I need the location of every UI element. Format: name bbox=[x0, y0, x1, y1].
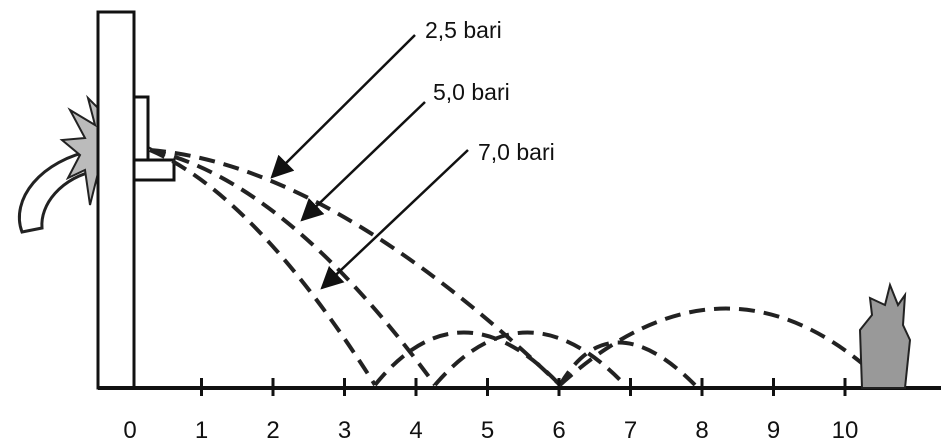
tick-label: 1 bbox=[195, 417, 208, 444]
bounce bbox=[558, 306, 872, 387]
fire bbox=[858, 281, 912, 389]
jet-5-0 bbox=[149, 148, 437, 387]
tick-label: 0 bbox=[123, 417, 136, 444]
tick-label: 10 bbox=[832, 417, 859, 444]
bounce bbox=[558, 340, 697, 387]
bounce bbox=[433, 330, 627, 387]
plate bbox=[132, 158, 176, 182]
bounce bbox=[373, 330, 562, 387]
jet-7-0 bbox=[149, 148, 377, 387]
tick-label: 9 bbox=[767, 417, 780, 444]
tick-label: 2 bbox=[266, 417, 279, 444]
axis: 0 1 2 3 4 5 6 7 8 9 10 bbox=[123, 378, 858, 444]
tick-label: 7 bbox=[624, 417, 637, 444]
tick-label: 8 bbox=[695, 417, 708, 444]
tick-label: 5 bbox=[481, 417, 494, 444]
arrow bbox=[270, 34, 416, 179]
wall bbox=[96, 10, 136, 390]
bracket bbox=[132, 95, 150, 162]
arrow bbox=[300, 101, 426, 222]
tick-label: 3 bbox=[338, 417, 351, 444]
pressure-label: 5,0 bari bbox=[433, 79, 510, 105]
pressure-label: 7,0 bari bbox=[478, 139, 555, 165]
tick-label: 4 bbox=[409, 417, 422, 444]
pressure-label: 2,5 bari bbox=[425, 17, 502, 43]
arrow bbox=[320, 149, 469, 290]
jet-2-5 bbox=[149, 148, 562, 387]
tick-label: 6 bbox=[552, 417, 565, 444]
